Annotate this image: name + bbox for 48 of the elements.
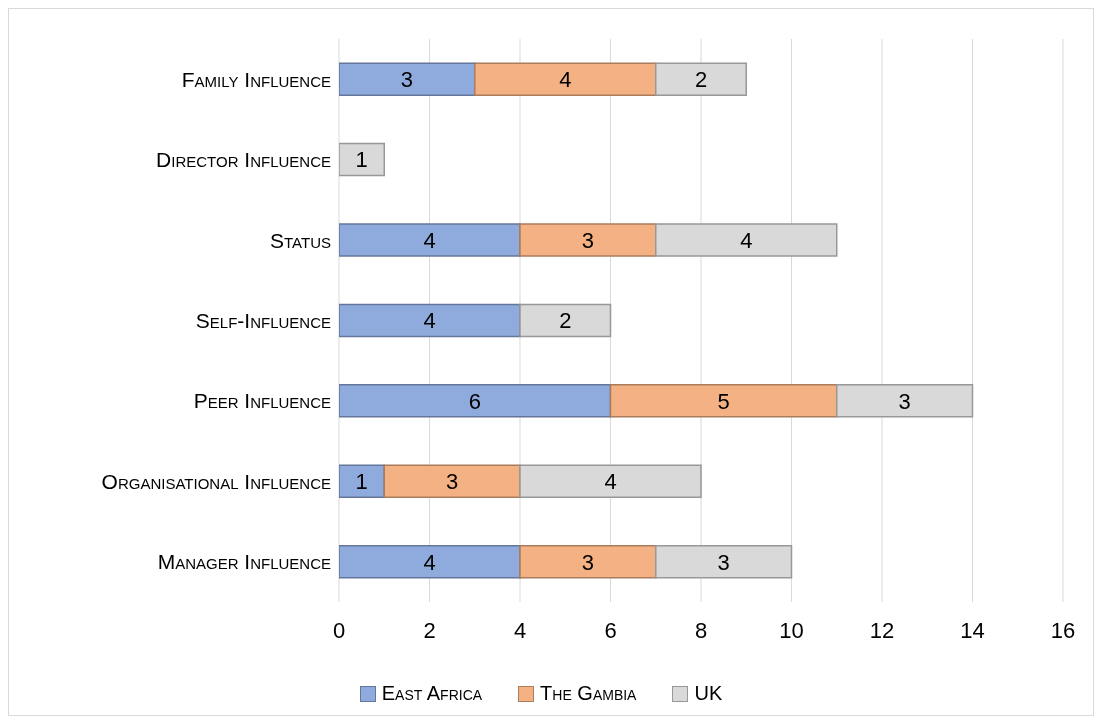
bar (474, 62, 657, 96)
data-label: 4 (740, 227, 753, 253)
x-tick-label: 6 (604, 617, 617, 643)
x-tick-label: 12 (869, 617, 895, 643)
x-tick-label: 14 (960, 617, 985, 643)
data-label: 1 (355, 469, 368, 495)
x-tick-label: 16 (1050, 617, 1076, 643)
data-label: 3 (400, 66, 413, 92)
data-label: 3 (581, 227, 594, 253)
y-tick-label: Manager Influence (157, 550, 331, 574)
y-tick-label: Status (270, 228, 331, 252)
y-tick-label: Director Influence (156, 148, 331, 172)
data-label: 3 (898, 388, 911, 414)
x-tick-label: 2 (423, 617, 436, 643)
data-label: 4 (604, 469, 617, 495)
bar (339, 303, 521, 338)
y-tick-label: Organisational Influence (101, 469, 331, 493)
data-label: 4 (423, 549, 436, 575)
bar (519, 544, 657, 579)
data-label: 4 (423, 227, 436, 253)
x-tick-label: 8 (694, 617, 708, 643)
bar (339, 544, 521, 579)
bar (339, 223, 521, 257)
data-label: 3 (446, 469, 459, 495)
bar (339, 62, 476, 96)
bar (383, 464, 521, 499)
bar (519, 223, 657, 257)
data-label: 5 (717, 388, 730, 414)
x-tick-label: 10 (779, 617, 804, 643)
y-tick-label: Family Influence (181, 67, 331, 91)
data-label: 4 (423, 308, 436, 334)
data-label: 4 (559, 66, 572, 92)
bar (609, 384, 838, 418)
legend-label: UK (694, 682, 723, 705)
bar (339, 384, 612, 418)
data-label: 3 (581, 549, 594, 575)
data-label: 3 (717, 549, 730, 575)
y-tick-label: Self-Influence (195, 308, 331, 332)
x-tick-label: 4 (513, 617, 527, 643)
data-label: 2 (694, 66, 708, 92)
x-tick-label: 0 (332, 617, 346, 643)
data-label: 1 (355, 147, 368, 173)
legend-label: The Gambia (540, 682, 637, 705)
bar (339, 464, 385, 499)
y-tick-label: Peer Influence (193, 389, 331, 413)
legend-label: East Africa (381, 682, 483, 705)
data-label: 2 (559, 308, 572, 334)
data-label: 6 (468, 388, 481, 414)
